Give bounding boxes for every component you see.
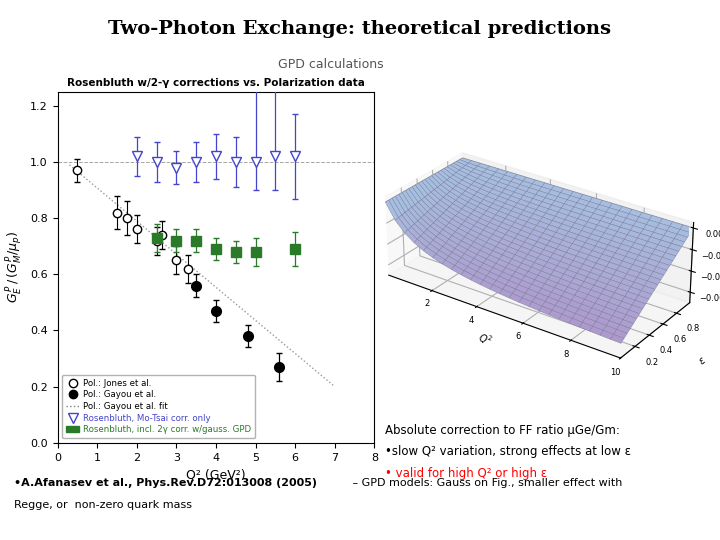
Y-axis label: $G_E^{\,P}\,/\,(G_M^P/\mu_p)$: $G_E^{\,P}\,/\,(G_M^P/\mu_p)$ — [4, 231, 24, 303]
Text: Two-Photon Exchange: theoretical predictions: Two-Photon Exchange: theoretical predict… — [109, 20, 611, 38]
Text: – GPD models: Gauss on Fig., smaller effect with: – GPD models: Gauss on Fig., smaller eff… — [349, 478, 623, 488]
Text: •slow Q² variation, strong effects at low ε: •slow Q² variation, strong effects at lo… — [385, 446, 631, 458]
Text: Regge, or  non-zero quark mass: Regge, or non-zero quark mass — [14, 500, 192, 510]
Text: Absolute correction to FF ratio μGe/Gm:: Absolute correction to FF ratio μGe/Gm: — [385, 424, 620, 437]
Title: Rosenbluth w/2-γ corrections vs. Polarization data: Rosenbluth w/2-γ corrections vs. Polariz… — [67, 78, 365, 88]
X-axis label: Q² (GeV²): Q² (GeV²) — [186, 468, 246, 481]
Text: •A.Afanasev et al., Phys.Rev.D72:013008 (2005): •A.Afanasev et al., Phys.Rev.D72:013008 … — [14, 478, 318, 488]
Legend: Pol.: Jones et al., Pol.: Gayou et al., Pol.: Gayou et al. fit, Rosenbluth, Mo-T: Pol.: Jones et al., Pol.: Gayou et al., … — [62, 375, 255, 438]
Y-axis label: $\varepsilon$: $\varepsilon$ — [697, 355, 708, 367]
Text: • valid for high Q² or high ε: • valid for high Q² or high ε — [385, 467, 547, 480]
X-axis label: $Q^2$: $Q^2$ — [477, 330, 495, 349]
Text: GPD calculations: GPD calculations — [279, 58, 384, 71]
